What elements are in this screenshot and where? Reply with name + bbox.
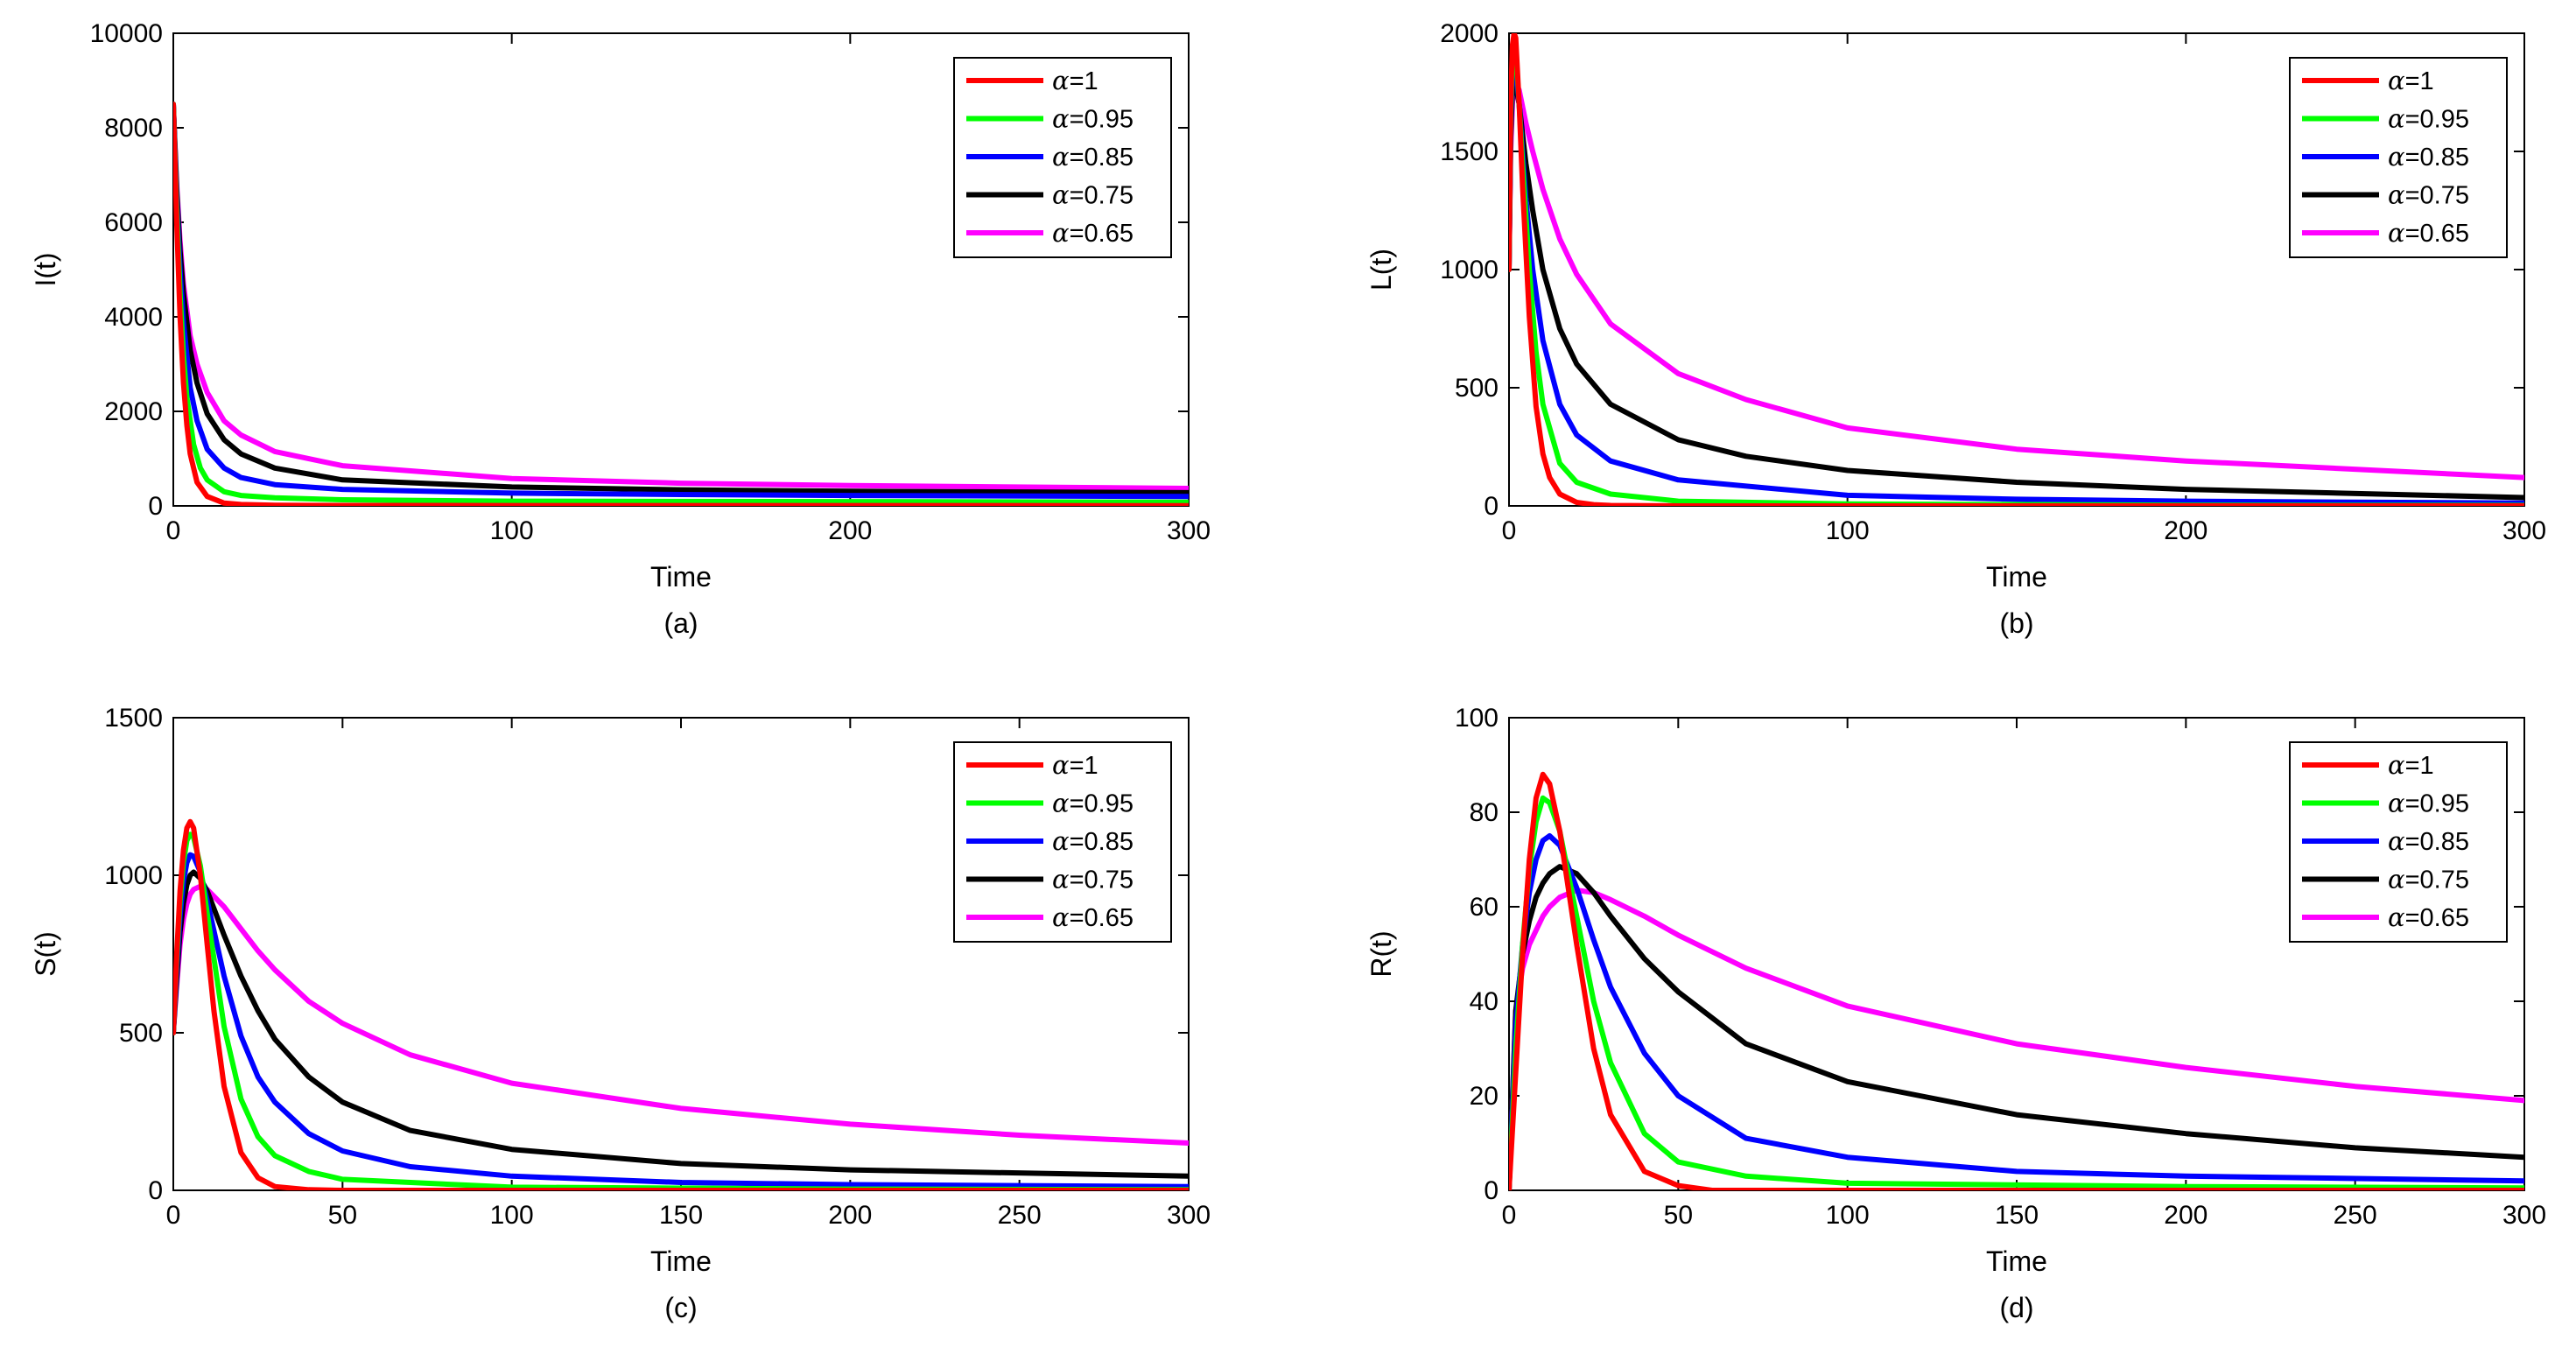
y-tick-label: 1500: [104, 704, 163, 733]
y-tick-label: 100: [1455, 704, 1499, 733]
legend: α=1 α=0.95 α=0.85 α=0.75 α=0.65: [953, 57, 1172, 258]
legend-label: α=1: [2388, 750, 2434, 780]
y-tick-label: 60: [1470, 893, 1499, 922]
series-lines: [1509, 33, 2524, 506]
x-tick-label: 0: [1502, 1201, 1517, 1230]
x-tick-label: 0: [166, 516, 181, 545]
y-tick-label: 1500: [1440, 137, 1499, 166]
y-tick-label: 8000: [104, 114, 163, 143]
x-tick-label: 0: [1502, 516, 1517, 545]
legend: α=1 α=0.95 α=0.85 α=0.75 α=0.65: [2289, 57, 2508, 258]
x-tick-label: 200: [2164, 516, 2207, 545]
y-tick-label: 20: [1470, 1082, 1499, 1111]
chart-panel-b: 0 100 200 300 0 500 1000 1500 2000 Time L(t) (b) α=1…: [1365, 19, 2546, 639]
panel-caption: (c): [664, 1292, 697, 1323]
y-axis-label: I(t): [30, 252, 61, 286]
y-axis-label: S(t): [30, 931, 61, 977]
y-tick-label: 40: [1470, 987, 1499, 1016]
legend-label: α=0.65: [2388, 902, 2469, 932]
series-lines: [173, 818, 1189, 1190]
y-axis-label: R(t): [1365, 930, 1397, 977]
x-tick-label: 50: [1664, 1201, 1693, 1230]
x-axis-label: Time: [1986, 1245, 2047, 1277]
legend-label: α=0.95: [2388, 104, 2469, 134]
series-line: [1509, 771, 2524, 1190]
y-axis-label: L(t): [1365, 249, 1397, 291]
series-line: [1509, 864, 2524, 1190]
x-tick-label: 100: [490, 516, 534, 545]
series-line: [173, 102, 1189, 506]
y-tick-label: 2000: [1440, 19, 1499, 48]
x-axis-label: Time: [650, 1245, 712, 1277]
legend-label: α=0.75: [1052, 180, 1134, 210]
y-tick-label: 4000: [104, 303, 163, 332]
chart-panel-a: 0 100 200 300 0 2000 4000 6000 8000 10000 Time I(t)…: [30, 19, 1211, 639]
chart-panel-d: 0 50 100 150 200 250 300 0 20 40 60 80 100 Time R(t) (d…: [1365, 704, 2546, 1323]
legend-label: α=0.95: [1052, 789, 1134, 818]
legend-label: α=0.85: [1052, 826, 1134, 856]
legend-label: α=0.65: [2388, 218, 2469, 248]
series-line: [173, 818, 1189, 1190]
legend: α=1 α=0.95 α=0.85 α=0.75 α=0.65: [953, 741, 1172, 943]
x-axis-label: Time: [1986, 561, 2047, 593]
legend-label: α=1: [2388, 66, 2434, 95]
series-lines: [1509, 771, 2524, 1190]
series-line: [1509, 33, 2524, 506]
x-tick-label: 250: [998, 1201, 1042, 1230]
y-tick-label: 6000: [104, 208, 163, 237]
x-tick-label: 150: [659, 1201, 703, 1230]
legend-label: α=0.85: [2388, 826, 2469, 856]
legend-label: α=0.75: [2388, 865, 2469, 894]
legend: α=1 α=0.95 α=0.85 α=0.75 α=0.65: [2289, 741, 2508, 943]
y-tick-label: 1000: [104, 861, 163, 890]
legend-label: α=0.95: [1052, 104, 1134, 134]
panel-caption: (b): [1999, 607, 2033, 639]
legend-label: α=0.65: [1052, 902, 1134, 932]
y-tick-label: 500: [1455, 374, 1499, 403]
legend-label: α=0.95: [2388, 789, 2469, 818]
legend-label: α=1: [1052, 750, 1098, 780]
x-tick-label: 300: [1167, 1201, 1211, 1230]
legend-label: α=0.85: [1052, 142, 1134, 172]
x-tick-label: 150: [1995, 1201, 2039, 1230]
y-tick-label: 0: [1484, 1176, 1499, 1205]
x-tick-label: 300: [2502, 516, 2546, 545]
y-tick-label: 1000: [1440, 256, 1499, 284]
y-tick-label: 0: [1484, 492, 1499, 521]
y-tick-label: 80: [1470, 798, 1499, 827]
x-tick-label: 200: [828, 1201, 872, 1230]
y-tick-label: 0: [148, 492, 163, 521]
x-tick-label: 50: [328, 1201, 357, 1230]
x-tick-label: 0: [166, 1201, 181, 1230]
legend-label: α=1: [1052, 66, 1098, 95]
x-tick-label: 300: [2502, 1201, 2546, 1230]
x-axis-label: Time: [650, 561, 712, 593]
panel-caption: (a): [663, 607, 698, 639]
legend-label: α=0.85: [2388, 142, 2469, 172]
legend-label: α=0.75: [1052, 865, 1134, 894]
x-tick-label: 100: [1826, 516, 1870, 545]
y-tick-label: 2000: [104, 397, 163, 426]
x-tick-label: 200: [828, 516, 872, 545]
y-tick-label: 0: [148, 1176, 163, 1205]
chart-panel-c: 0 50 100 150 200 250 300 0 500 1000 1500 Time S(t) (c…: [30, 704, 1211, 1323]
x-tick-label: 100: [490, 1201, 534, 1230]
x-tick-label: 100: [1826, 1201, 1870, 1230]
legend-label: α=0.65: [1052, 218, 1134, 248]
panel-caption: (d): [1999, 1292, 2033, 1323]
y-tick-label: 500: [119, 1019, 163, 1048]
y-tick-label: 10000: [90, 19, 163, 48]
x-tick-label: 250: [2334, 1201, 2377, 1230]
x-tick-label: 200: [2164, 1201, 2207, 1230]
series-lines: [173, 102, 1189, 506]
x-tick-label: 300: [1167, 516, 1211, 545]
legend-label: α=0.75: [2388, 180, 2469, 210]
